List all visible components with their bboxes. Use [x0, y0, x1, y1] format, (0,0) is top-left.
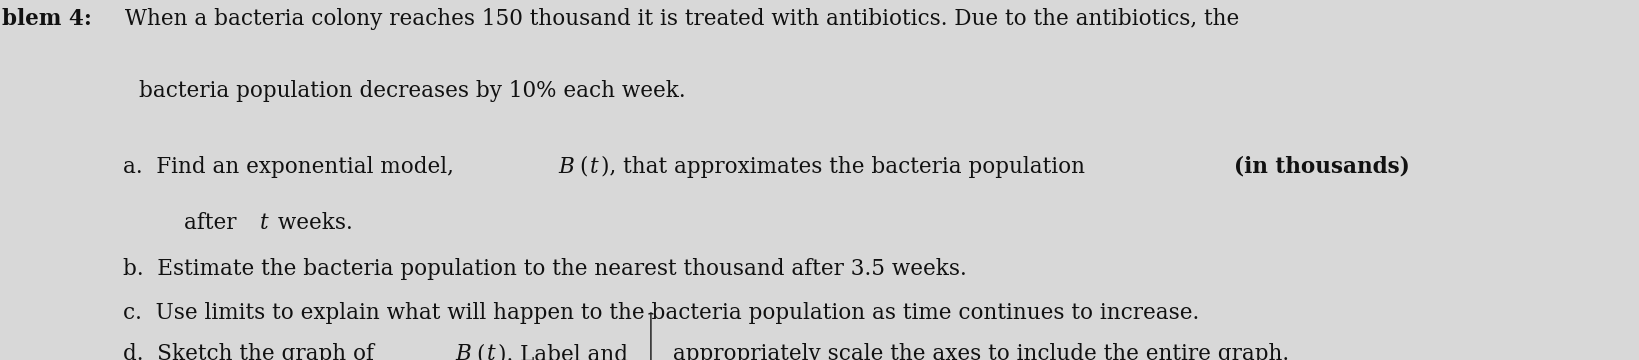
- Text: a.  Find an exponential model,: a. Find an exponential model,: [123, 156, 461, 178]
- Text: (: (: [579, 156, 587, 178]
- Text: d.  Sketch the graph of: d. Sketch the graph of: [123, 343, 380, 360]
- Text: weeks.: weeks.: [272, 212, 352, 234]
- Text: ), that approximates the bacteria population: ), that approximates the bacteria popula…: [602, 156, 1092, 178]
- Text: t: t: [261, 212, 269, 234]
- Text: blem 4:: blem 4:: [2, 8, 92, 30]
- Text: t: t: [590, 156, 598, 178]
- Text: bacteria population decreases by 10% each week.: bacteria population decreases by 10% eac…: [139, 80, 687, 102]
- Text: t: t: [487, 343, 495, 360]
- Text: (: (: [475, 343, 485, 360]
- Text: appropriately scale the axes to include the entire graph.: appropriately scale the axes to include …: [665, 343, 1288, 360]
- Text: c.  Use limits to explain what will happen to the bacteria population as time co: c. Use limits to explain what will happe…: [123, 302, 1200, 324]
- Text: b.  Estimate the bacteria population to the nearest thousand after 3.5 weeks.: b. Estimate the bacteria population to t…: [123, 258, 967, 280]
- Text: B: B: [559, 156, 575, 178]
- Text: When a bacteria colony reaches 150 thousand it is treated with antibiotics. Due : When a bacteria colony reaches 150 thous…: [118, 8, 1239, 30]
- Text: B: B: [456, 343, 472, 360]
- Text: (in thousands): (in thousands): [1234, 156, 1410, 178]
- Text: after: after: [184, 212, 243, 234]
- Text: ). Label and: ). Label and: [498, 343, 628, 360]
